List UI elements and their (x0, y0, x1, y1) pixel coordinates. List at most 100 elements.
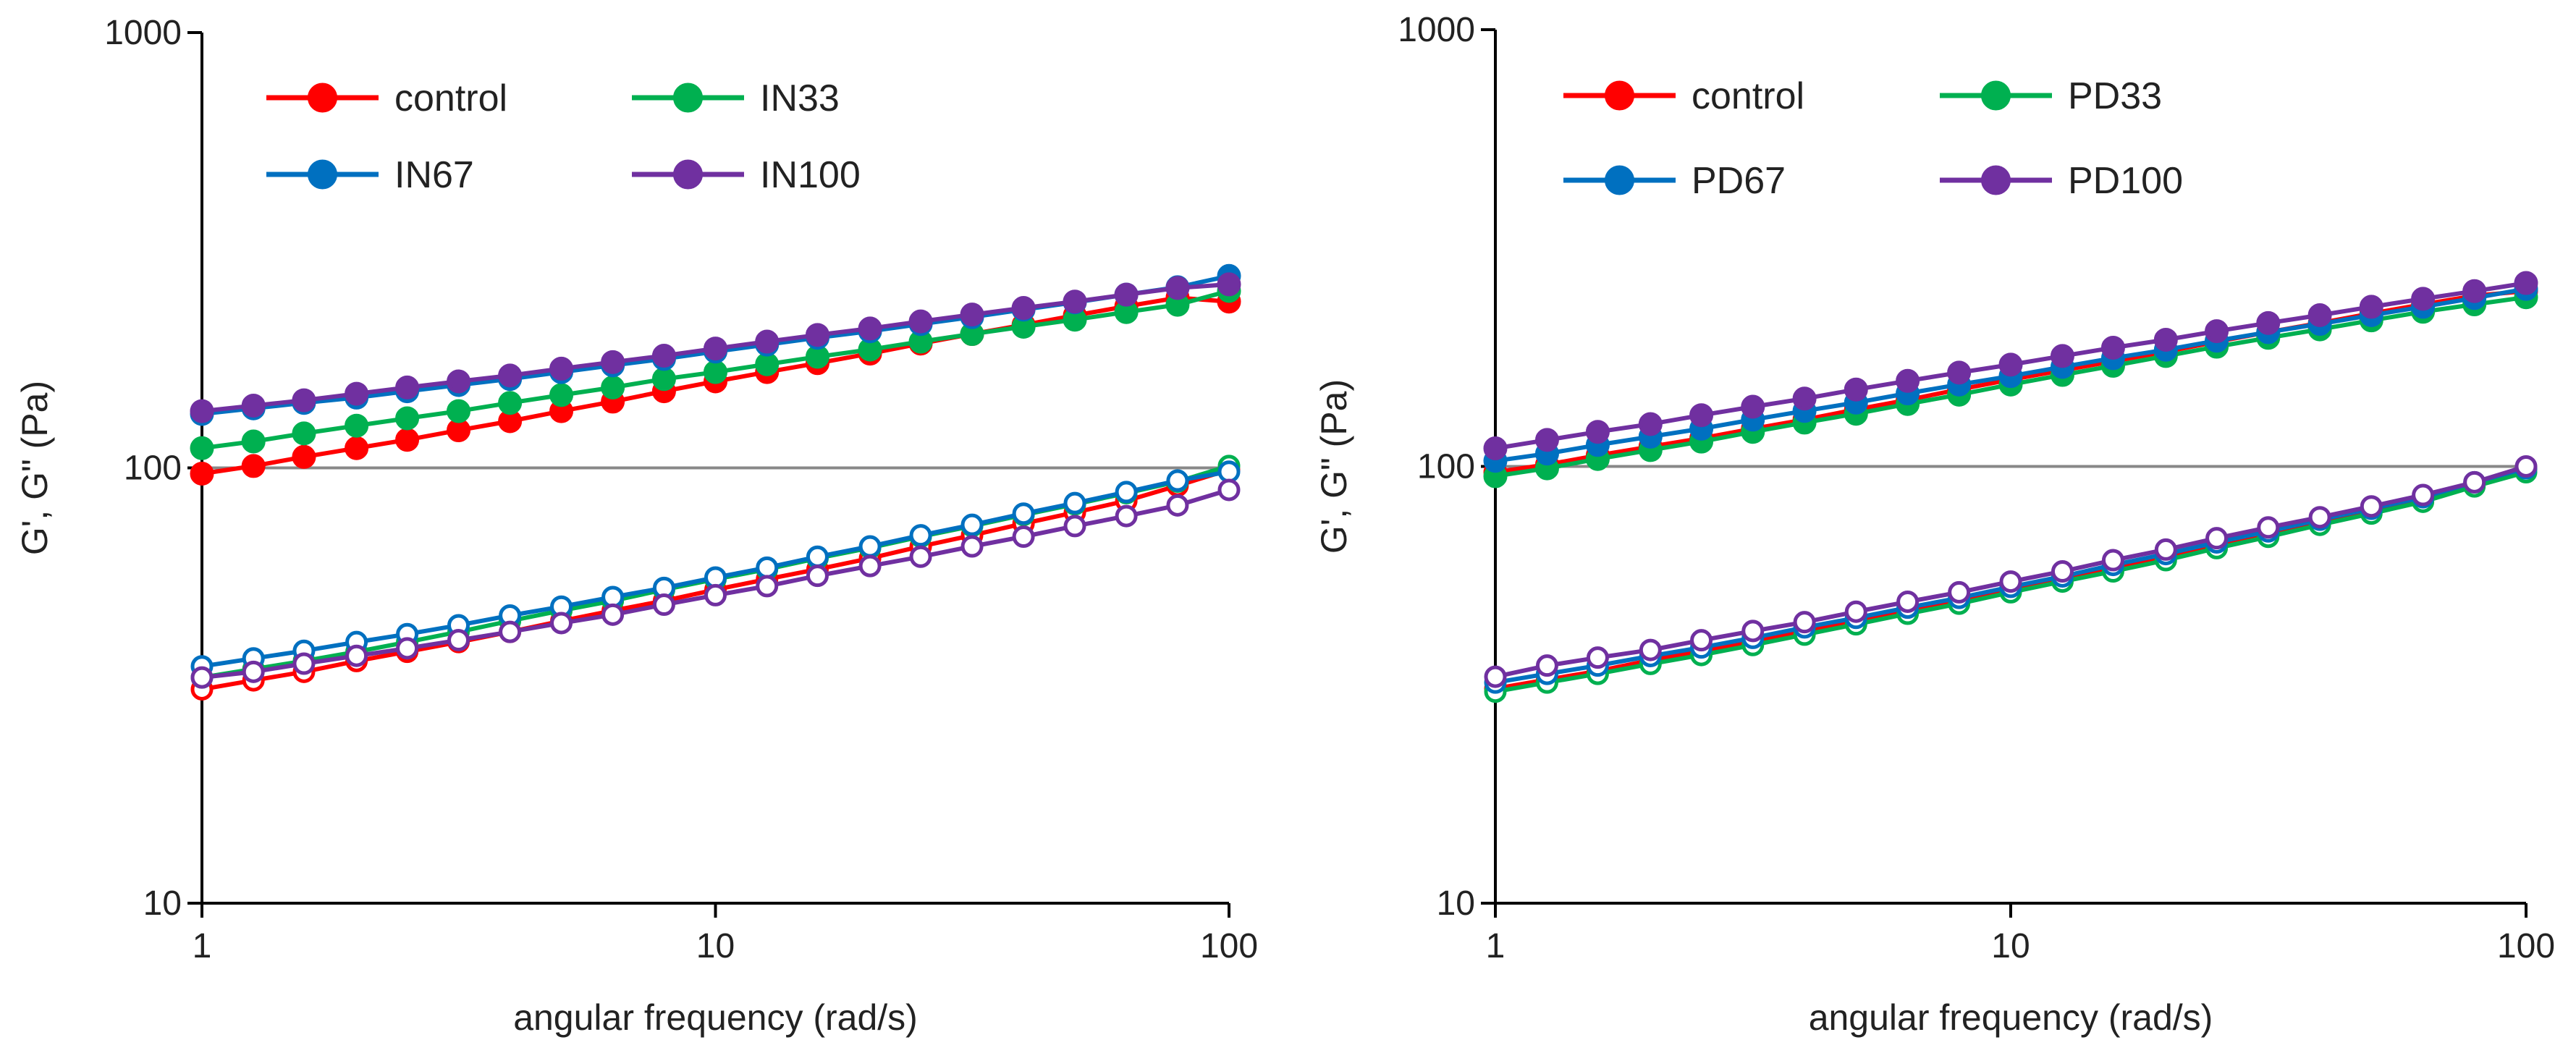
legend-swatch-marker (1981, 80, 2011, 111)
legend-swatch-marker (308, 83, 337, 113)
IN100-loss-point (1166, 494, 1189, 517)
legend-label: PD33 (2068, 75, 2162, 117)
IN100-loss-point (550, 612, 573, 635)
y-tick-label: 1000 (1398, 11, 1475, 49)
x-tick-label: 1 (1486, 927, 1506, 965)
control-storage-point (395, 428, 420, 452)
x-tick-label: 100 (1200, 927, 1258, 965)
IN100-loss-point (858, 554, 882, 578)
IN33-storage-point (190, 436, 214, 460)
IN67-loss-point (1115, 481, 1138, 504)
PD100-loss-point (2101, 549, 2124, 572)
legend-swatch-marker (308, 159, 337, 190)
IN100-storage-point (395, 375, 420, 399)
legend-label: IN100 (760, 154, 861, 196)
IN100-loss-point (756, 575, 779, 598)
x-tick-label: 1 (193, 927, 212, 965)
PD100-storage-point (1585, 420, 1610, 444)
IN67-loss-point (806, 545, 829, 568)
PD100-storage-point (1792, 386, 1817, 411)
IN100-loss-point (1115, 504, 1138, 528)
PD100-storage-point (2256, 310, 2281, 335)
PD100-storage-point (2205, 319, 2229, 344)
PD100-storage-point (2307, 303, 2332, 327)
IN100-storage-point (1217, 272, 1241, 297)
IN67-loss-point (1012, 502, 1035, 525)
x-axis-title: angular frequency (rad/s) (513, 997, 918, 1038)
legend-swatch-marker (1605, 165, 1634, 195)
PD100-loss-point (1690, 629, 1713, 652)
IN100-storage-point (345, 381, 369, 406)
PD100-loss-point (1484, 665, 1507, 688)
IN100-storage-point (498, 363, 523, 388)
IN100-storage-point (858, 316, 882, 341)
legend-swatch-marker (673, 83, 703, 113)
legend-label: IN33 (760, 77, 840, 119)
IN100-storage-point (1063, 289, 1087, 314)
series-PD100 (1483, 271, 2538, 688)
series-PD33 (1483, 285, 2538, 703)
IN100-storage-point (704, 337, 727, 361)
legend-swatch-marker (673, 159, 703, 190)
control-storage-point (345, 436, 369, 460)
control-storage-point (190, 461, 214, 486)
PD100-storage-point (2411, 287, 2436, 311)
legend: control PD33 PD67 PD100 (1563, 75, 2183, 202)
y-tick-label: 10 (143, 884, 182, 923)
control-storage-point (241, 454, 266, 478)
IN100-loss-point (1217, 478, 1241, 502)
PD100-loss-point (1586, 646, 1609, 669)
legend-label: PD67 (1692, 160, 1786, 202)
IN100-storage-point (1011, 296, 1036, 321)
y-tick-label: 10 (1437, 884, 1475, 923)
IN100-storage-point (241, 393, 266, 418)
PD100-loss-point (1844, 600, 1867, 623)
PD100-loss-point (2514, 455, 2538, 478)
IN100-storage-point (447, 369, 471, 394)
IN67-loss-point (1166, 469, 1189, 492)
IN67-loss-point (756, 556, 779, 579)
x-tick-label: 10 (696, 927, 735, 965)
PD100-loss-point (2360, 495, 2383, 518)
PD100-storage-point (1998, 352, 2023, 377)
IN100-storage-point (1114, 282, 1139, 307)
IN33-storage-point (704, 360, 727, 384)
IN100-loss-point (909, 545, 932, 568)
x-axis-title: angular frequency (rad/s) (1809, 997, 2213, 1038)
PD100-loss-point (2205, 527, 2229, 550)
IN33-storage-point (498, 391, 523, 415)
IN33-storage-point (345, 413, 369, 438)
IN100-loss-point (1012, 525, 1035, 549)
IN100-loss-point (960, 535, 984, 558)
PD100-storage-point (2100, 335, 2125, 360)
PD100-loss-point (2154, 538, 2177, 561)
IN33-storage-point (292, 421, 316, 446)
y-tick-label: 100 (1417, 448, 1475, 486)
IN33-storage-point (395, 406, 420, 431)
series-PD67 (1483, 276, 2538, 694)
IN33-storage-point (549, 383, 574, 407)
series-IN100 (190, 272, 1241, 689)
IN100-loss-point (704, 583, 727, 606)
IN100-storage-point (960, 303, 984, 327)
PD100-storage-point (2050, 344, 2074, 368)
IN100-storage-point (651, 344, 676, 368)
PD100-storage-point (1483, 436, 1508, 461)
PD100-storage-point (2359, 295, 2383, 319)
PD100-storage-point (2514, 271, 2538, 295)
legend-label: control (394, 77, 507, 119)
PD100-storage-point (2153, 327, 2178, 352)
IN100-loss-point (292, 652, 316, 675)
PD100-storage-point (2462, 279, 2487, 303)
legend-swatch-marker (1981, 165, 2011, 195)
PD100-loss-point (2257, 516, 2280, 539)
y-tick-label: 1000 (104, 14, 182, 52)
PD100-loss-point (2051, 560, 2074, 583)
IN67-loss-point (909, 524, 932, 547)
IN100-storage-point (805, 323, 829, 347)
PD100-loss-point (1793, 611, 1816, 634)
legend-label: IN67 (394, 154, 474, 196)
series-control (1483, 279, 2538, 700)
legend: control IN33 IN67 IN100 (266, 77, 861, 196)
IN33-storage-point (755, 352, 780, 376)
